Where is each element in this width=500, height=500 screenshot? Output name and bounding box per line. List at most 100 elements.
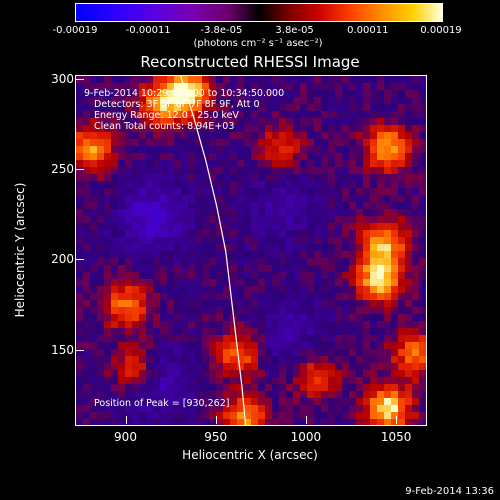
heatmap-cell bbox=[377, 321, 384, 328]
heatmap-cell bbox=[146, 279, 153, 286]
heatmap-cell bbox=[272, 244, 279, 251]
heatmap-cell bbox=[391, 272, 398, 279]
heatmap-cell bbox=[230, 377, 237, 384]
heatmap-cell bbox=[370, 97, 377, 104]
heatmap-cell bbox=[97, 174, 104, 181]
heatmap-cell bbox=[181, 335, 188, 342]
heatmap-cell bbox=[216, 265, 223, 272]
heatmap-cell bbox=[349, 265, 356, 272]
heatmap-cell bbox=[412, 258, 419, 265]
heatmap-cell bbox=[111, 195, 118, 202]
heatmap-cell bbox=[314, 237, 321, 244]
heatmap-cell bbox=[258, 314, 265, 321]
heatmap-cell bbox=[342, 419, 349, 425]
heatmap-cell bbox=[356, 139, 363, 146]
heatmap-cell bbox=[153, 83, 160, 90]
heatmap-cell bbox=[328, 237, 335, 244]
heatmap-cell bbox=[286, 419, 293, 425]
heatmap-cell bbox=[237, 174, 244, 181]
heatmap-cell bbox=[405, 139, 412, 146]
heatmap-cell bbox=[412, 293, 419, 300]
heatmap-cell bbox=[405, 384, 412, 391]
heatmap-cell bbox=[237, 139, 244, 146]
heatmap-cell bbox=[209, 244, 216, 251]
heatmap-cell bbox=[118, 118, 125, 125]
heatmap-cell bbox=[153, 139, 160, 146]
heatmap-cell bbox=[398, 125, 405, 132]
heatmap-cell bbox=[328, 160, 335, 167]
heatmap-cell bbox=[237, 272, 244, 279]
heatmap-cell bbox=[223, 188, 230, 195]
heatmap-cell bbox=[314, 202, 321, 209]
heatmap-cell bbox=[90, 132, 97, 139]
heatmap-cell bbox=[391, 279, 398, 286]
heatmap-cell bbox=[153, 76, 160, 83]
heatmap-cell bbox=[174, 321, 181, 328]
heatmap-cell bbox=[209, 111, 216, 118]
heatmap-cell bbox=[202, 314, 209, 321]
heatmap-cell bbox=[321, 132, 328, 139]
heatmap-cell bbox=[132, 209, 139, 216]
heatmap-cell bbox=[384, 258, 391, 265]
heatmap-cell bbox=[349, 307, 356, 314]
heatmap-cell bbox=[188, 146, 195, 153]
heatmap-cell bbox=[125, 251, 132, 258]
heatmap-cell bbox=[104, 349, 111, 356]
heatmap-cell bbox=[146, 195, 153, 202]
heatmap-cell bbox=[286, 90, 293, 97]
heatmap-cell bbox=[279, 265, 286, 272]
heatmap-cell bbox=[111, 370, 118, 377]
heatmap-cell bbox=[181, 363, 188, 370]
heatmap-cell bbox=[76, 146, 83, 153]
heatmap-cell bbox=[188, 118, 195, 125]
heatmap-cell bbox=[363, 286, 370, 293]
heatmap-cell bbox=[111, 398, 118, 405]
heatmap-cell bbox=[188, 139, 195, 146]
heatmap-cell bbox=[321, 202, 328, 209]
heatmap-cell bbox=[90, 90, 97, 97]
heatmap-cell bbox=[328, 153, 335, 160]
heatmap-cell bbox=[167, 265, 174, 272]
heatmap-cell bbox=[391, 384, 398, 391]
heatmap-cell bbox=[265, 244, 272, 251]
heatmap-cell bbox=[118, 279, 125, 286]
heatmap-cell bbox=[321, 167, 328, 174]
heatmap-cell bbox=[356, 384, 363, 391]
heatmap-cell bbox=[132, 181, 139, 188]
heatmap-cell bbox=[209, 321, 216, 328]
heatmap-cell bbox=[230, 111, 237, 118]
heatmap-cell bbox=[223, 160, 230, 167]
heatmap-cell bbox=[335, 342, 342, 349]
heatmap-cell bbox=[405, 279, 412, 286]
heatmap-cell bbox=[244, 258, 251, 265]
heatmap-cell bbox=[307, 363, 314, 370]
heatmap-cell bbox=[398, 153, 405, 160]
heatmap-cell bbox=[251, 251, 258, 258]
heatmap-cell bbox=[202, 286, 209, 293]
heatmap-cell bbox=[384, 146, 391, 153]
heatmap-cell bbox=[391, 300, 398, 307]
heatmap-cell bbox=[370, 125, 377, 132]
heatmap-cell bbox=[377, 286, 384, 293]
heatmap-cell bbox=[363, 244, 370, 251]
heatmap-cell bbox=[104, 76, 111, 83]
heatmap-cell bbox=[132, 90, 139, 97]
heatmap-cell bbox=[90, 370, 97, 377]
heatmap-cell bbox=[223, 265, 230, 272]
heatmap-cell bbox=[76, 160, 83, 167]
heatmap-cell bbox=[118, 272, 125, 279]
heatmap-cell bbox=[293, 153, 300, 160]
heatmap-cell bbox=[391, 286, 398, 293]
heatmap-cell bbox=[391, 265, 398, 272]
heatmap-cell bbox=[237, 286, 244, 293]
heatmap-cell bbox=[300, 125, 307, 132]
heatmap-cell bbox=[328, 216, 335, 223]
heatmap-cell bbox=[153, 419, 160, 425]
heatmap-cell bbox=[384, 209, 391, 216]
heatmap-cell bbox=[377, 146, 384, 153]
heatmap-cell bbox=[153, 300, 160, 307]
heatmap-cell bbox=[167, 405, 174, 412]
heatmap-cell bbox=[370, 132, 377, 139]
heatmap-cell bbox=[314, 244, 321, 251]
heatmap-cell bbox=[321, 258, 328, 265]
